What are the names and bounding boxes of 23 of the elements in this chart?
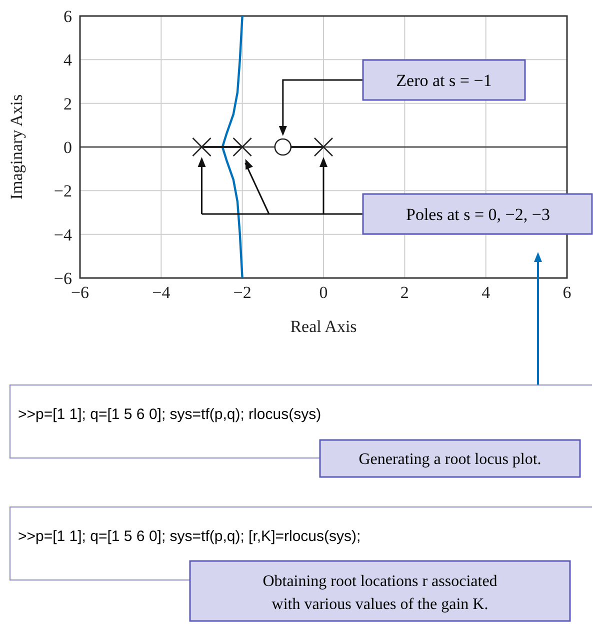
text: with various values of the gain K. [272,596,488,613]
y-tick-label: 6 [64,7,72,26]
text: Obtaining root locations r associated [262,573,498,590]
annotation: Zero at s = −1 [396,71,492,90]
x-tick-label: 0 [319,283,328,302]
y-tick-label: −2 [54,182,72,201]
y-tick-label: 0 [64,138,72,157]
x-tick-label: −4 [152,283,171,302]
y-tick-label: −6 [54,269,72,288]
x-tick-label: 6 [562,283,572,302]
y-tick-label: −4 [54,225,72,244]
x-axis-title: Real Axis [290,317,357,336]
x-tick-label: 4 [482,283,491,302]
y-axis-title: Imaginary Axis [7,94,26,200]
text: Generating a root locus plot. [358,451,542,468]
text: >>p=[1 1]; q=[1 5 6 0]; sys=tf(p,q); [r,K]=rlocus(sys); [18,528,361,545]
annotation: Poles at s = 0, −2, −3 [406,205,550,224]
x-tick-label: −2 [233,283,252,302]
y-tick-label: 4 [64,50,72,70]
text: >>p=[1 1]; q=[1 5 6 0]; sys=tf(p,q); rlocus(sys) [18,406,322,423]
y-tick-label: 2 [64,94,72,114]
x-tick-label: 2 [400,283,409,302]
line-series [221,14,244,280]
